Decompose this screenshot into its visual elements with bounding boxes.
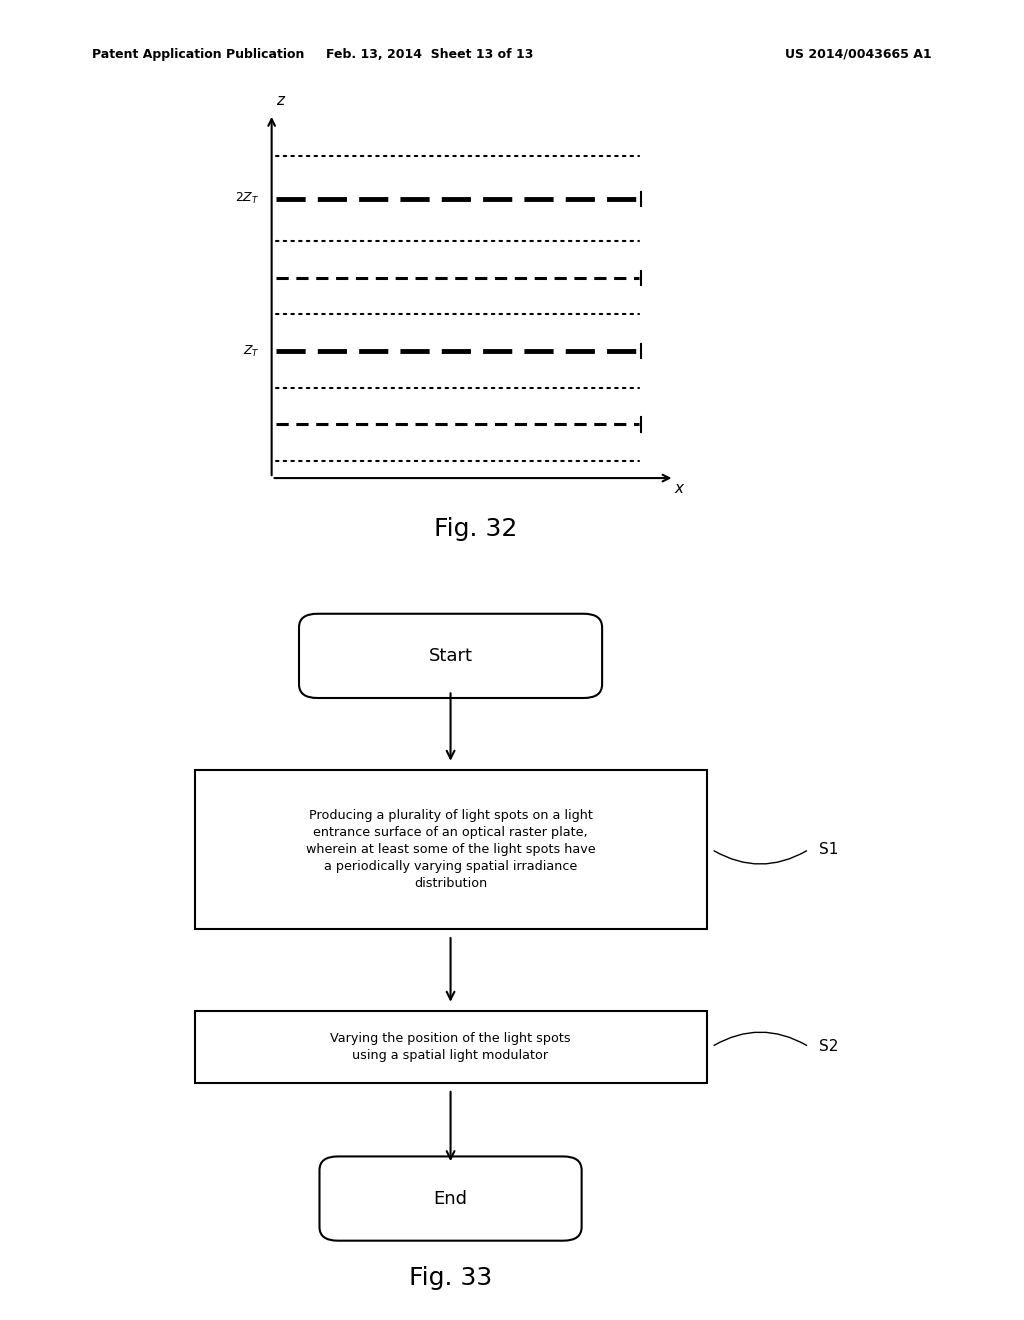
Text: Fig. 32: Fig. 32 [434, 517, 518, 541]
Text: Fig. 33: Fig. 33 [409, 1266, 493, 1290]
Text: End: End [433, 1189, 468, 1208]
Text: z: z [275, 94, 284, 108]
Text: Feb. 13, 2014  Sheet 13 of 13: Feb. 13, 2014 Sheet 13 of 13 [327, 48, 534, 61]
Text: $Z_T$: $Z_T$ [243, 343, 260, 359]
FancyBboxPatch shape [195, 770, 707, 929]
Text: Patent Application Publication: Patent Application Publication [92, 48, 304, 61]
Text: S2: S2 [819, 1039, 839, 1055]
FancyBboxPatch shape [299, 614, 602, 698]
Text: $2Z_T$: $2Z_T$ [236, 191, 260, 206]
FancyBboxPatch shape [319, 1156, 582, 1241]
Text: Varying the position of the light spots
using a spatial light modulator: Varying the position of the light spots … [331, 1032, 570, 1061]
Text: Start: Start [429, 647, 472, 665]
Text: Producing a plurality of light spots on a light
entrance surface of an optical r: Producing a plurality of light spots on … [306, 809, 595, 890]
Text: S1: S1 [819, 842, 839, 857]
Text: x: x [675, 480, 683, 496]
FancyBboxPatch shape [195, 1011, 707, 1082]
Text: US 2014/0043665 A1: US 2014/0043665 A1 [785, 48, 932, 61]
